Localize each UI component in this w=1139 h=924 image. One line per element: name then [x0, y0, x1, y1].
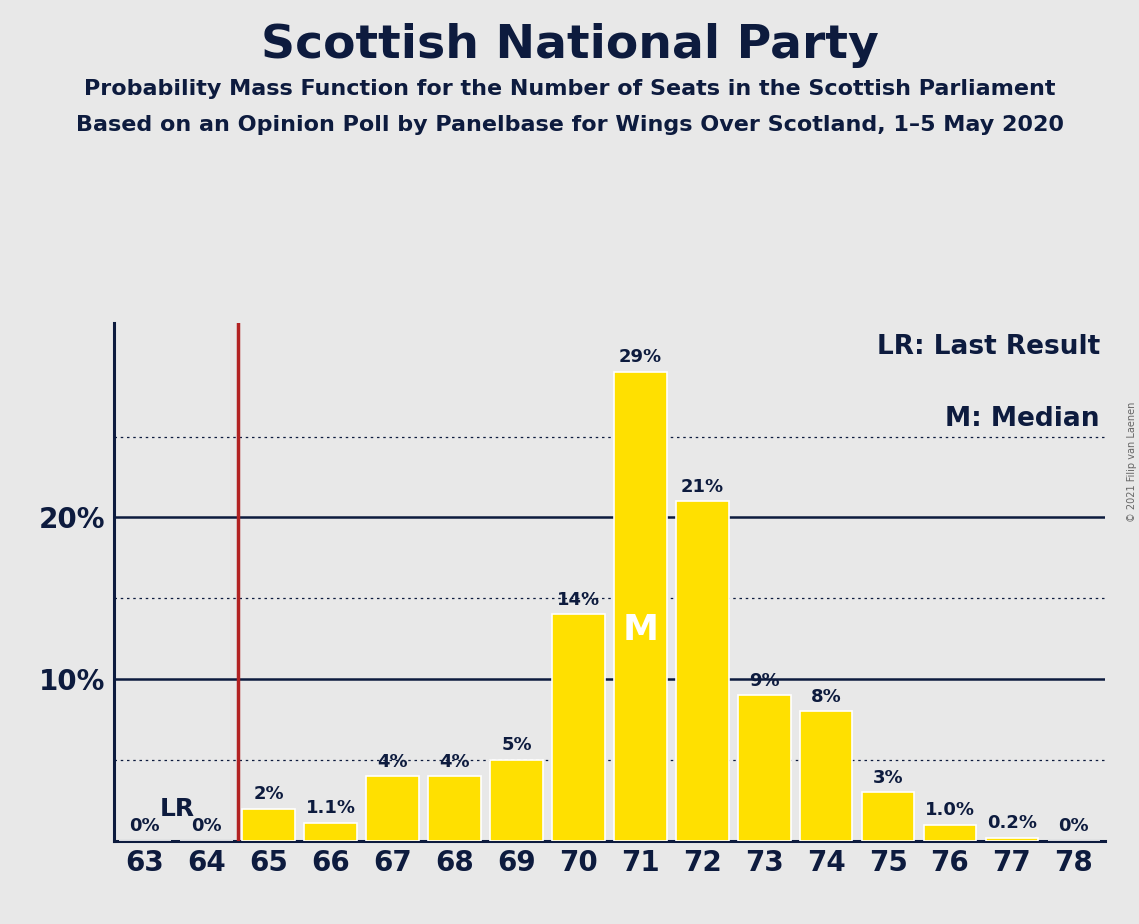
Text: 0%: 0% — [191, 817, 222, 835]
Bar — [552, 614, 605, 841]
Bar — [800, 711, 852, 841]
Bar — [367, 776, 419, 841]
Bar — [304, 823, 357, 841]
Text: 2%: 2% — [253, 784, 284, 803]
Text: Based on an Opinion Poll by Panelbase for Wings Over Scotland, 1–5 May 2020: Based on an Opinion Poll by Panelbase fo… — [75, 115, 1064, 135]
Text: 0%: 0% — [130, 817, 161, 835]
Text: Probability Mass Function for the Number of Seats in the Scottish Parliament: Probability Mass Function for the Number… — [84, 79, 1055, 99]
Bar — [738, 695, 790, 841]
Text: Scottish National Party: Scottish National Party — [261, 23, 878, 68]
Bar — [924, 824, 976, 841]
Bar — [243, 808, 295, 841]
Bar — [862, 792, 915, 841]
Text: M: M — [622, 613, 658, 647]
Text: 1.1%: 1.1% — [305, 799, 355, 818]
Text: 1.0%: 1.0% — [925, 801, 975, 819]
Bar — [675, 501, 729, 841]
Text: 9%: 9% — [748, 672, 779, 689]
Text: 14%: 14% — [557, 590, 600, 609]
Text: 0.2%: 0.2% — [986, 814, 1036, 832]
Bar — [614, 371, 666, 841]
Bar — [985, 837, 1039, 841]
Text: 21%: 21% — [681, 478, 723, 495]
Text: M: Median: M: Median — [945, 407, 1100, 432]
Text: 5%: 5% — [501, 736, 532, 754]
Bar — [490, 760, 543, 841]
Text: LR: Last Result: LR: Last Result — [877, 334, 1100, 359]
Bar — [428, 776, 481, 841]
Text: LR: LR — [159, 797, 195, 821]
Text: 3%: 3% — [872, 769, 903, 786]
Text: © 2021 Filip van Laenen: © 2021 Filip van Laenen — [1126, 402, 1137, 522]
Text: 29%: 29% — [618, 348, 662, 366]
Text: 4%: 4% — [440, 752, 470, 771]
Text: 8%: 8% — [811, 687, 842, 706]
Text: 0%: 0% — [1058, 817, 1089, 835]
Text: 4%: 4% — [377, 752, 408, 771]
